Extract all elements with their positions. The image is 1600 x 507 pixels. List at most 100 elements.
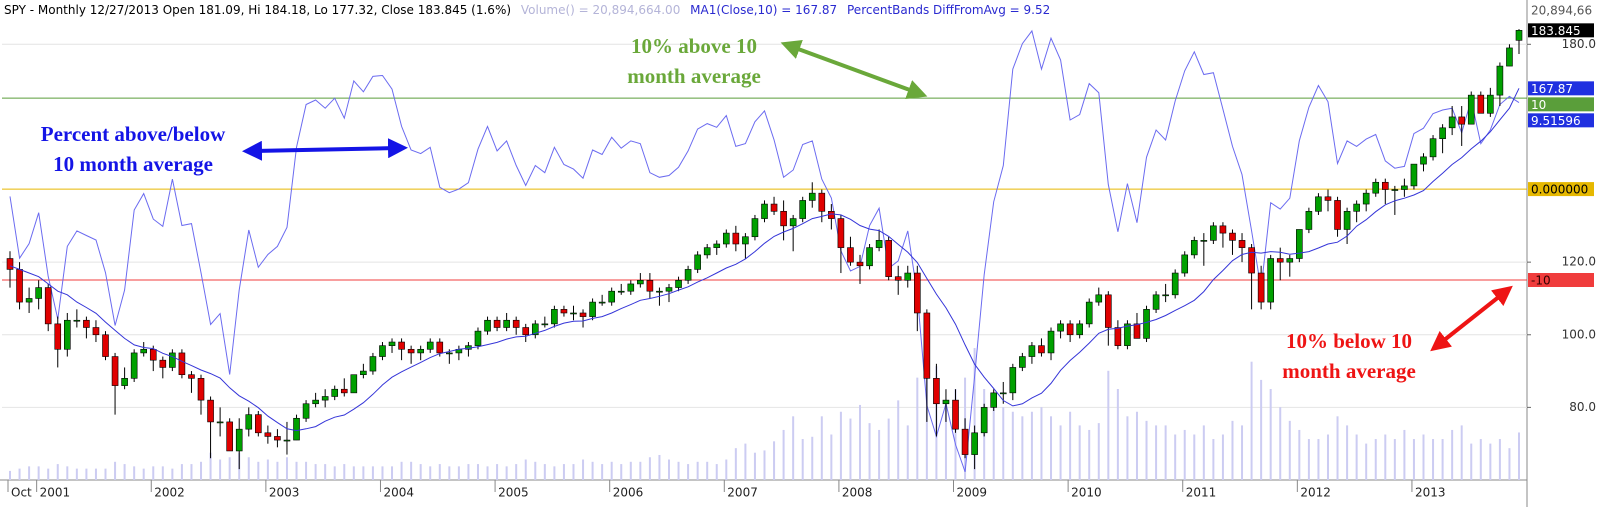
candle-body	[64, 319, 71, 350]
value-tag-label: 20,894,66	[1531, 4, 1592, 18]
volume-bar	[677, 461, 680, 480]
volume-bar	[37, 466, 40, 480]
volume-bar	[200, 461, 203, 480]
candle-body	[1248, 247, 1255, 274]
candle-body	[1009, 367, 1017, 394]
volume-bar	[1021, 416, 1024, 480]
candle-body	[1324, 196, 1332, 201]
header-text: Volume() = 20,894,664.00	[521, 3, 680, 17]
candle-body	[885, 240, 892, 277]
volume-bar	[610, 461, 613, 480]
volume-bar	[1365, 443, 1368, 480]
candle-body	[1124, 323, 1131, 346]
candle-body	[1334, 200, 1341, 230]
candle-body	[923, 312, 931, 379]
candle-body	[54, 323, 62, 350]
volume-bar	[1155, 425, 1158, 480]
volume-bar	[715, 464, 718, 480]
header: SPY - Monthly 12/27/2013 Open 181.09, Hi…	[4, 3, 1050, 17]
candle-body	[121, 378, 128, 386]
candle-body	[551, 309, 558, 325]
candle-body	[627, 283, 635, 292]
candle-body	[1114, 327, 1122, 346]
candle-body	[904, 272, 912, 281]
arrow	[242, 138, 408, 161]
candle-body	[742, 236, 749, 245]
candle-body	[274, 436, 281, 441]
y-tick-label: 180.0	[1562, 37, 1596, 51]
x-tick-label: 2005	[498, 486, 529, 500]
volume-bar	[897, 400, 900, 480]
volume-bar	[1212, 439, 1215, 480]
candle-body	[866, 247, 873, 267]
value-tag	[1528, 97, 1594, 112]
candle-body	[1133, 323, 1141, 339]
volume-bar	[1336, 416, 1339, 480]
candle-body	[1420, 156, 1427, 165]
candle-body	[6, 258, 14, 270]
value-tag-label: 10	[1531, 98, 1546, 112]
candle-body	[44, 287, 52, 325]
volume-bar	[1107, 370, 1110, 480]
volume-bar	[257, 461, 260, 480]
candle-body	[1143, 309, 1150, 339]
candle-body	[837, 218, 845, 248]
candle-body	[197, 378, 205, 401]
volume-bar	[467, 464, 470, 480]
volume-bar	[1050, 416, 1053, 480]
x-tick-label: 2008	[842, 486, 873, 500]
volume-bar	[438, 464, 441, 480]
volume-bar	[1116, 389, 1119, 480]
candle-body	[493, 319, 501, 328]
candle-body	[732, 232, 740, 245]
header-text: PercentBands DiffFromAvg = 9.52	[847, 3, 1050, 17]
volume-bar	[1030, 411, 1033, 480]
volume-bar	[1412, 439, 1415, 480]
volume-bar	[362, 466, 365, 480]
candle-body	[961, 428, 969, 455]
candle-body	[1401, 185, 1408, 190]
candle-body	[102, 334, 109, 357]
volume-bar	[954, 389, 957, 480]
candle-body	[875, 240, 883, 248]
ma-line	[9, 88, 1520, 432]
candle-body	[446, 352, 453, 355]
volume-bar	[878, 429, 881, 480]
y-tick-label: 80.0	[1569, 400, 1596, 414]
candle-body	[388, 341, 396, 346]
volume-bar	[486, 466, 489, 480]
candle-body	[207, 399, 214, 423]
candle-body	[1181, 254, 1189, 274]
candle-body	[1152, 294, 1160, 310]
candle-body	[159, 359, 167, 368]
candle-body	[169, 352, 176, 368]
candle-body	[331, 388, 339, 397]
candle-body	[971, 432, 978, 455]
volume-bar	[1002, 407, 1005, 480]
volume-bar	[620, 464, 623, 480]
volume-bar	[543, 464, 546, 480]
volume-bar	[1269, 389, 1272, 480]
header-text: SPY - Monthly 12/27/2013 Open 181.09, Hi…	[4, 3, 511, 17]
candle-body	[1219, 225, 1227, 234]
volume-bar	[839, 411, 842, 480]
candle-body	[312, 399, 319, 405]
value-tag-label: -10	[1531, 274, 1551, 288]
candle-body	[369, 356, 377, 372]
annotation: month average	[627, 64, 761, 88]
candle-body	[933, 378, 940, 405]
value-tag	[1528, 81, 1594, 96]
volume-bar	[734, 448, 737, 480]
volume-bar	[629, 461, 632, 480]
volume-bar	[534, 461, 537, 480]
candle-body	[770, 203, 778, 212]
x-tick-label: 2006	[613, 486, 644, 500]
value-tag	[1528, 113, 1594, 128]
volume-bar	[763, 450, 766, 480]
candle-body	[522, 327, 530, 336]
volume-bar	[1193, 434, 1196, 480]
candle-body	[637, 280, 644, 285]
volume-bar	[944, 400, 947, 480]
volume-bar	[744, 443, 747, 480]
